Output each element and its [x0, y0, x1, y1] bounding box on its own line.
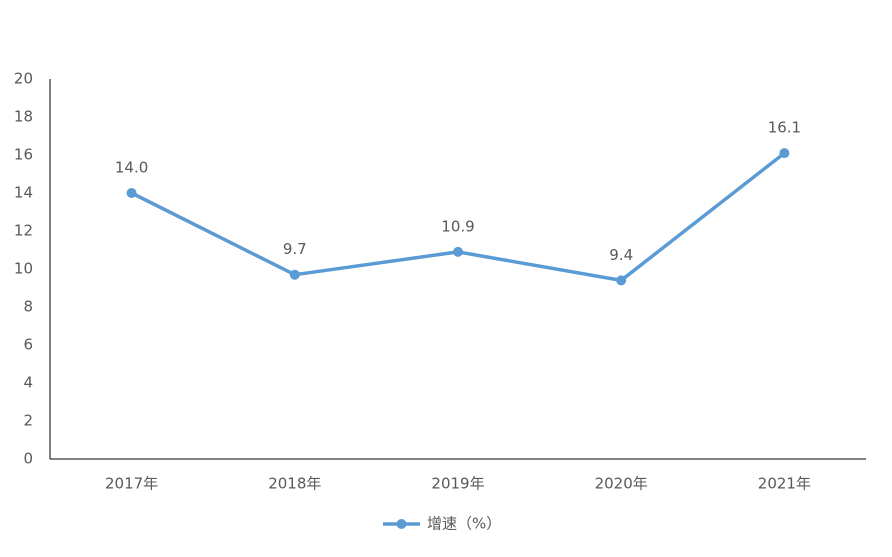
x-tick-label: 2021年: [758, 475, 811, 493]
marker: [289, 269, 300, 280]
x-tick-label: 2019年: [431, 475, 484, 493]
y-tick-label: 12: [14, 222, 33, 240]
data-label: 16.1: [768, 119, 801, 137]
x-tick-label: 2018年: [268, 475, 321, 493]
data-label: 10.9: [441, 217, 474, 235]
x-tick-label: 2017年: [105, 475, 158, 493]
y-tick-label: 0: [23, 450, 33, 468]
y-tick-label: 18: [14, 108, 33, 126]
marker: [453, 246, 463, 257]
y-tick-label: 16: [14, 146, 33, 164]
y-tick-label: 6: [23, 336, 33, 354]
marker: [126, 188, 137, 198]
marker: [616, 275, 627, 286]
marker: [779, 148, 790, 159]
legend-label: 增速（%）: [427, 515, 501, 533]
data-label: 14.0: [115, 159, 148, 177]
legend-marker: [396, 519, 407, 529]
y-tick-label: 2: [23, 412, 33, 430]
x-tick-label: 2020年: [595, 475, 648, 493]
y-tick-label: 20: [14, 70, 33, 88]
y-tick-label: 4: [23, 374, 33, 392]
y-tick-label: 14: [14, 184, 33, 202]
y-tick-label: 8: [23, 298, 33, 316]
y-tick-label: 10: [14, 260, 33, 278]
data-label: 9.7: [283, 240, 307, 258]
data-label: 9.4: [609, 246, 633, 264]
